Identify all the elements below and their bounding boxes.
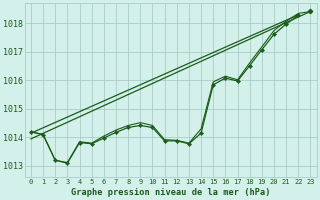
X-axis label: Graphe pression niveau de la mer (hPa): Graphe pression niveau de la mer (hPa)	[71, 188, 270, 197]
